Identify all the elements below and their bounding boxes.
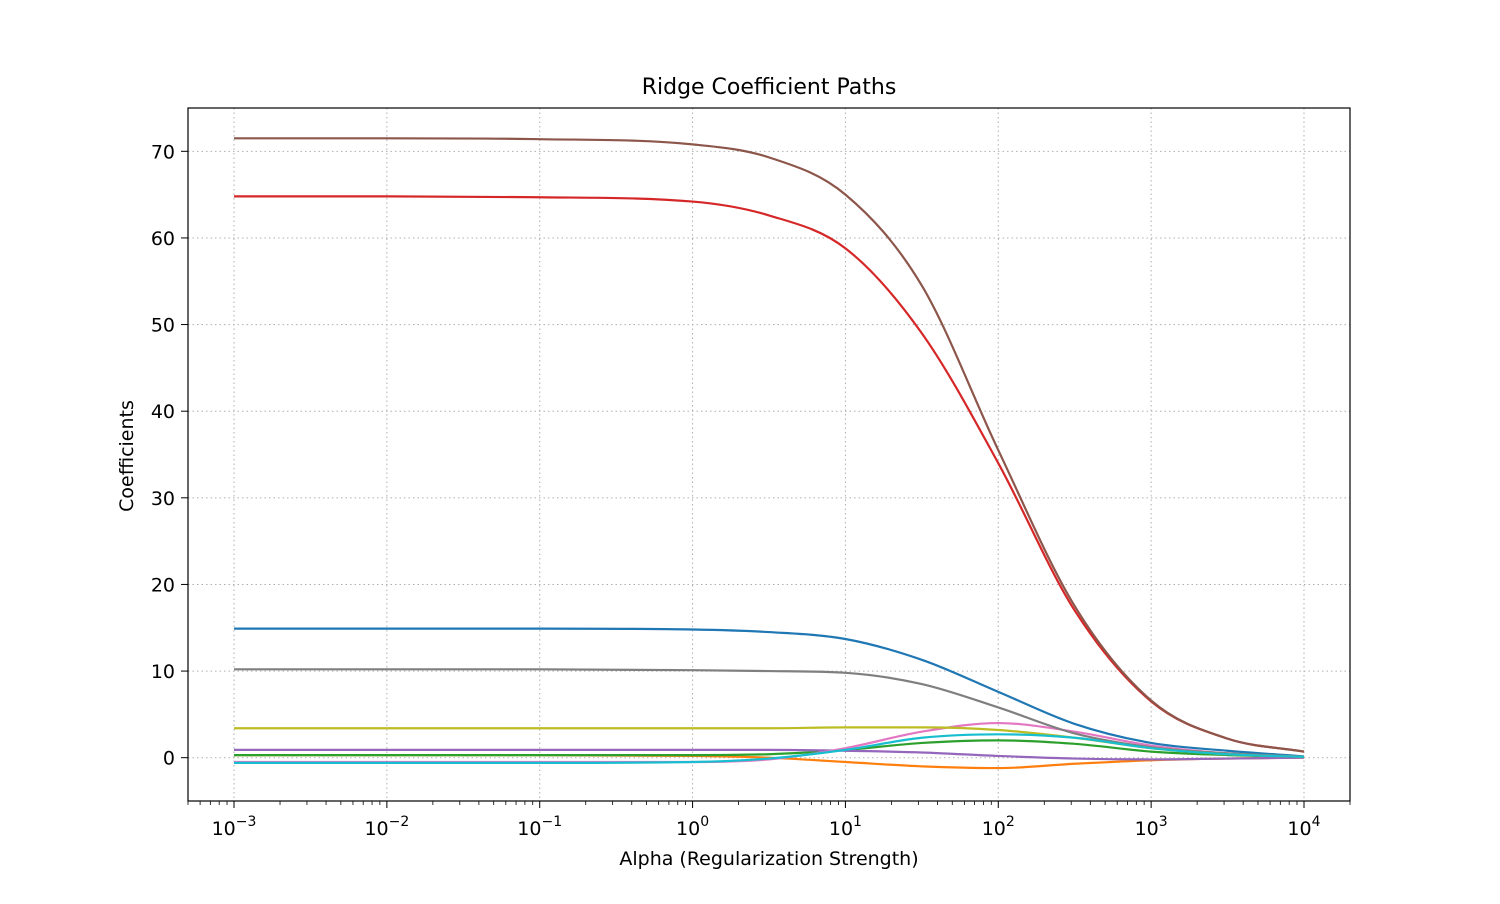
x-tick-label: 10−1 <box>517 814 562 840</box>
x-tick-label-base: 10 <box>517 818 541 840</box>
series-lines <box>234 137 1305 770</box>
x-tick-label-exponent: −3 <box>236 814 257 830</box>
x-tick-label-exponent: 2 <box>1006 814 1015 830</box>
x-tick-label-base: 10 <box>829 818 853 840</box>
y-tick-label: 0 <box>163 748 175 770</box>
grid <box>188 108 1350 801</box>
x-tick-label: 10−3 <box>212 814 257 840</box>
x-tick-label-base: 10 <box>676 818 700 840</box>
x-tick-label-base: 10 <box>982 818 1006 840</box>
y-tick-label: 20 <box>151 574 175 596</box>
series-line-6 <box>234 137 1305 753</box>
x-axis-label: Alpha (Regularization Strength) <box>619 848 918 870</box>
x-tick-label-base: 10 <box>364 818 388 840</box>
x-tick-label-exponent: −2 <box>389 814 410 830</box>
x-tick-label-exponent: 0 <box>700 814 709 830</box>
x-tick-label-exponent: −1 <box>541 814 562 830</box>
x-tick-label: 104 <box>1287 814 1320 840</box>
y-tick-label: 70 <box>151 141 175 163</box>
x-tick-label: 100 <box>676 814 709 840</box>
y-tick-label: 40 <box>151 401 175 423</box>
x-tick-label: 103 <box>1135 814 1168 840</box>
y-tick-label: 50 <box>151 315 175 337</box>
x-tick-label-base: 10 <box>1135 818 1159 840</box>
x-tick-label-base: 10 <box>212 818 236 840</box>
series-line-10 <box>234 733 1305 764</box>
x-tick-label-base: 10 <box>1287 818 1311 840</box>
x-tick-label: 102 <box>982 814 1015 840</box>
x-tick-label: 101 <box>829 814 862 840</box>
y-axis-label: Coefficients <box>116 400 138 512</box>
plot-frame <box>187 107 1351 802</box>
x-tick-label: 10−2 <box>364 814 409 840</box>
x-tick-label-exponent: 4 <box>1312 814 1321 830</box>
y-tick-label: 60 <box>151 228 175 250</box>
axes: 10−3 10−2 10−1 100 101 102 103 1040102030405060… <box>151 141 1351 840</box>
y-tick-label: 30 <box>151 488 175 510</box>
y-tick-label: 10 <box>151 661 175 683</box>
chart-title: Ridge Coefficient Paths <box>642 75 897 100</box>
series-line-1 <box>234 627 1305 758</box>
x-tick-label-exponent: 3 <box>1159 814 1168 830</box>
x-tick-label-exponent: 1 <box>853 814 862 830</box>
